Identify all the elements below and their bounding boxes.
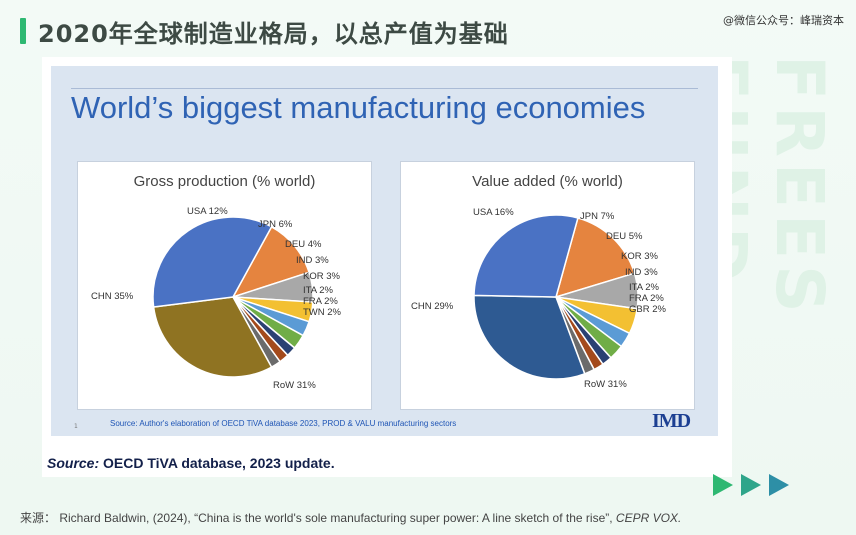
source-label: Source:: [47, 455, 100, 471]
pie-chart-value-added: USA 16% JPN 7% DEU 5% KOR 3% IND 3% ITA 2%FRA…: [411, 207, 667, 390]
next-arrows-icon: [713, 474, 789, 496]
slide-source-note: Source: Author's elaboration of OECD TiV…: [110, 419, 457, 428]
page-number: 1: [74, 423, 78, 430]
pie-slice-row: [473, 294, 586, 380]
header-accent-bar: [20, 18, 26, 44]
footer-label: 来源：: [20, 511, 57, 525]
data-label-kor: KOR 3%: [621, 251, 659, 262]
data-label-chn: CHN 29%: [411, 301, 454, 312]
arrow-3-icon: [769, 474, 789, 496]
chart-panel-value-added: Value added (% world) USA 16% JPN 7% DEU 5…: [400, 161, 695, 410]
page-title: 2020年全球制造业格局，以总产值为基础: [38, 20, 509, 48]
slide-canvas: World’s biggest manufacturing economies …: [51, 66, 718, 436]
pie-slice-chn: [473, 214, 579, 298]
watermark-text: @微信公众号：峰瑞资本: [723, 14, 844, 27]
slide-image: World’s biggest manufacturing economies …: [42, 57, 732, 477]
data-label-ita: ITA 2%: [629, 282, 659, 293]
data-label-gbr: GBR 2%: [629, 304, 667, 315]
data-label-deu: DEU 5%: [606, 231, 643, 242]
data-label-row: RoW 31%: [273, 380, 316, 391]
pie-slice-usa: [231, 225, 311, 299]
imd-logo: IMD: [652, 410, 691, 432]
chart-title: Value added (% world): [472, 173, 623, 190]
slide-title: World’s biggest manufacturing economies: [71, 90, 646, 125]
data-label-fra: FRA 2%: [629, 293, 664, 304]
data-label-twn: TWN 2%: [303, 307, 342, 318]
footer-citation: 来源： Richard Baldwin, (2024), “China is t…: [20, 509, 681, 526]
data-label-usa: USA 12%: [187, 206, 228, 217]
data-label-usa: USA 16%: [473, 207, 514, 218]
data-label-chn: CHN 35%: [91, 291, 134, 302]
pie-slice-row: [152, 296, 273, 378]
slide-rule: [71, 88, 698, 89]
pie-slice-chn: [152, 216, 273, 308]
data-label-ita: ITA 2%: [303, 285, 333, 296]
footer-publication: CEPR VOX.: [615, 511, 682, 525]
pie-slice-usa: [554, 217, 636, 299]
chart-title: Gross production (% world): [133, 173, 316, 190]
pie-chart-gross-production: USA 12% JPN 6% DEU 4% IND 3% KOR 3% ITA 2%FRA…: [91, 206, 342, 391]
source-line: Source: OECD TiVA database, 2023 update.: [47, 455, 335, 471]
data-label-jpn: JPN 7%: [580, 211, 615, 222]
data-label-fra: FRA 2%: [303, 296, 338, 307]
data-label-jpn: JPN 6%: [258, 219, 293, 230]
data-label-ind: IND 3%: [625, 267, 658, 278]
data-label-row: RoW 31%: [584, 379, 627, 390]
arrow-2-icon: [741, 474, 761, 496]
source-text: OECD TiVA database, 2023 update.: [99, 455, 335, 471]
chart-panel-gross: Gross production (% world) USA 12% JPN 6%…: [77, 161, 372, 410]
arrow-1-icon: [713, 474, 733, 496]
data-label-ind: IND 3%: [296, 255, 329, 266]
data-label-deu: DEU 4%: [285, 239, 322, 250]
footer-text: Richard Baldwin, (2024), “China is the w…: [56, 511, 616, 525]
data-label-kor: KOR 3%: [303, 271, 341, 282]
